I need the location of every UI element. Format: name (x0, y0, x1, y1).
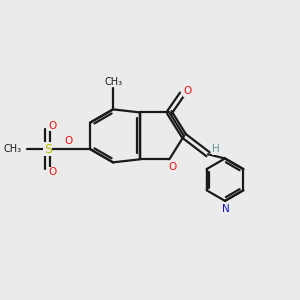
Text: O: O (49, 167, 57, 177)
Text: S: S (44, 142, 52, 156)
Text: H: H (212, 144, 220, 154)
Text: N: N (222, 204, 230, 214)
Text: O: O (49, 121, 57, 131)
Text: CH₃: CH₃ (3, 144, 21, 154)
Text: CH₃: CH₃ (104, 77, 122, 87)
Text: O: O (65, 136, 73, 146)
Text: O: O (183, 86, 191, 96)
Text: O: O (168, 162, 176, 172)
